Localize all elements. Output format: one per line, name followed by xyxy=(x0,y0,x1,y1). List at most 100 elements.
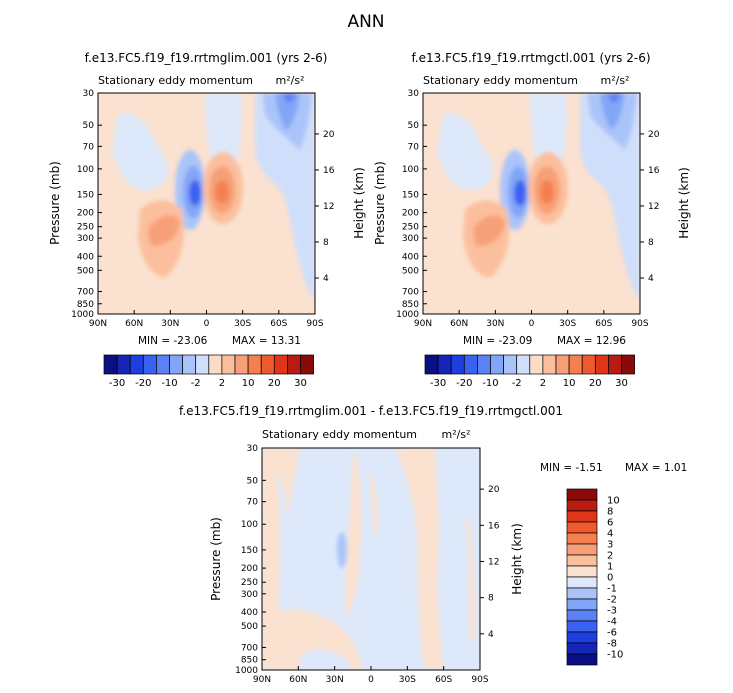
y-tick-label: 500 xyxy=(241,622,258,632)
y-tick-label: 30 xyxy=(408,89,420,99)
colorbar-label: 6 xyxy=(607,518,613,529)
colorbar-swatch xyxy=(247,354,262,375)
colorbar-swatch xyxy=(566,543,598,556)
colorbar-label: 2 xyxy=(607,551,613,562)
x-tick-label: 90S xyxy=(471,675,488,685)
x-tick-label: 30S xyxy=(559,319,576,329)
x-tick-label: 30S xyxy=(234,319,251,329)
colorbar-swatch xyxy=(566,565,598,578)
panel-1: f.e13.FC5.f19_f19.rrtmglim.001 (yrs 2-6)… xyxy=(48,51,366,347)
y-tick-label: 30 xyxy=(247,444,259,454)
colorbar-swatch xyxy=(516,354,531,375)
colorbar-swatch xyxy=(566,653,598,666)
colorbar-swatch xyxy=(566,609,598,622)
colorbar-swatch xyxy=(581,354,596,375)
colorbar-swatch xyxy=(566,631,598,644)
colorbar-swatch xyxy=(594,354,609,375)
panel-1-units: m²/s² xyxy=(276,74,305,87)
height-tick-label: 12 xyxy=(488,557,499,567)
x-tick-label: 60N xyxy=(450,319,468,329)
y-tick-label: 700 xyxy=(241,643,258,653)
colorbar-swatch xyxy=(529,354,544,375)
colorbar-label: -6 xyxy=(607,628,617,639)
y-tick-label: 100 xyxy=(241,520,258,530)
colorbar-label: -20 xyxy=(135,378,151,389)
y-tick-label: 400 xyxy=(402,252,419,262)
y-tick-label: 50 xyxy=(408,121,420,131)
panel-2-title: f.e13.FC5.f19_f19.rrtmgctl.001 (yrs 2-6) xyxy=(411,51,650,65)
colorbar-label: -20 xyxy=(456,378,472,389)
x-tick-label: 90N xyxy=(89,319,107,329)
x-tick-label: 90N xyxy=(414,319,432,329)
height-tick-label: 12 xyxy=(323,202,334,212)
panel-2: f.e13.FC5.f19_f19.rrtmgctl.001 (yrs 2-6)… xyxy=(373,51,691,347)
colorbar-swatch xyxy=(234,354,249,375)
panel-1-right-ticks: 4 8 12 16 20 xyxy=(315,130,335,284)
colorbar-swatch xyxy=(424,354,439,375)
panel-2-units: m²/s² xyxy=(601,74,630,87)
panel-1-ylabel: Pressure (mb) xyxy=(48,161,62,245)
colorbar-label: -8 xyxy=(607,639,617,650)
y-tick-label: 70 xyxy=(83,142,95,152)
colorbar-label: 1 xyxy=(607,562,613,573)
colorbar-label: -10 xyxy=(161,378,177,389)
y-tick-label: 50 xyxy=(247,476,259,486)
panel-2-x-ticks: 90N 60N 30N 0 30S 60S 90S xyxy=(414,310,649,329)
colorbar-swatch xyxy=(566,488,598,501)
panel-3-max: MAX = 1.01 xyxy=(625,462,687,474)
colorbar-swatch xyxy=(566,532,598,545)
height-tick-label: 12 xyxy=(648,202,659,212)
y-tick-label: 100 xyxy=(402,165,419,175)
colorbar-swatch xyxy=(542,354,557,375)
colorbar-label: -2 xyxy=(512,378,522,389)
colorbar-swatch xyxy=(608,354,622,375)
y-tick-label: 150 xyxy=(77,190,94,200)
panel-3-right-label: Height (km) xyxy=(510,523,524,594)
colorbar-swatch xyxy=(566,642,598,655)
panel-1-right-label: Height (km) xyxy=(352,167,366,238)
x-tick-label: 30N xyxy=(486,319,504,329)
y-tick-label: 250 xyxy=(77,223,94,233)
colorbar-swatch xyxy=(116,354,131,375)
y-tick-label: 400 xyxy=(241,608,258,618)
x-tick-label: 30N xyxy=(161,319,179,329)
height-tick-label: 20 xyxy=(648,130,660,140)
colorbar-swatch xyxy=(260,354,275,375)
y-tick-label: 500 xyxy=(402,266,419,276)
colorbar-label: 8 xyxy=(607,507,613,518)
colorbar-label: -3 xyxy=(607,606,617,617)
colorbar-swatch xyxy=(169,354,183,375)
panel-3-min: MIN = -1.51 xyxy=(540,462,603,474)
colorbar-swatch xyxy=(566,499,598,512)
x-tick-label: 60S xyxy=(435,675,452,685)
colorbar-label: -1 xyxy=(607,584,617,595)
colorbar-swatch xyxy=(555,354,570,375)
y-tick-label: 850 xyxy=(77,300,94,310)
y-tick-label: 1000 xyxy=(396,310,419,320)
y-tick-label: 1000 xyxy=(235,666,258,676)
colorbar-swatch xyxy=(103,354,118,375)
y-tick-label: 400 xyxy=(77,252,94,262)
colorbar-swatch xyxy=(463,354,478,375)
panel-3-subtitle: Stationary eddy momentum xyxy=(262,428,417,441)
y-tick-label: 700 xyxy=(77,288,94,298)
y-tick-label: 100 xyxy=(77,165,94,175)
colorbar-label: -2 xyxy=(191,378,201,389)
colorbar-swatch xyxy=(273,354,288,375)
y-tick-label: 50 xyxy=(83,121,95,131)
x-tick-label: 90S xyxy=(631,319,648,329)
colorbar-swatch xyxy=(300,354,314,375)
y-tick-label: 70 xyxy=(408,142,420,152)
colorbar-swatch xyxy=(566,554,598,567)
panel-3-units: m²/s² xyxy=(442,428,471,441)
height-tick-label: 8 xyxy=(488,594,494,604)
colorbar-label: -4 xyxy=(607,617,617,628)
y-tick-label: 200 xyxy=(77,209,94,219)
colorbar-2: -30 -20 -10 -2 2 10 20 30 xyxy=(424,354,635,389)
colorbar-label: -30 xyxy=(109,378,125,389)
x-tick-label: 0 xyxy=(204,319,210,329)
y-tick-label: 700 xyxy=(402,288,419,298)
